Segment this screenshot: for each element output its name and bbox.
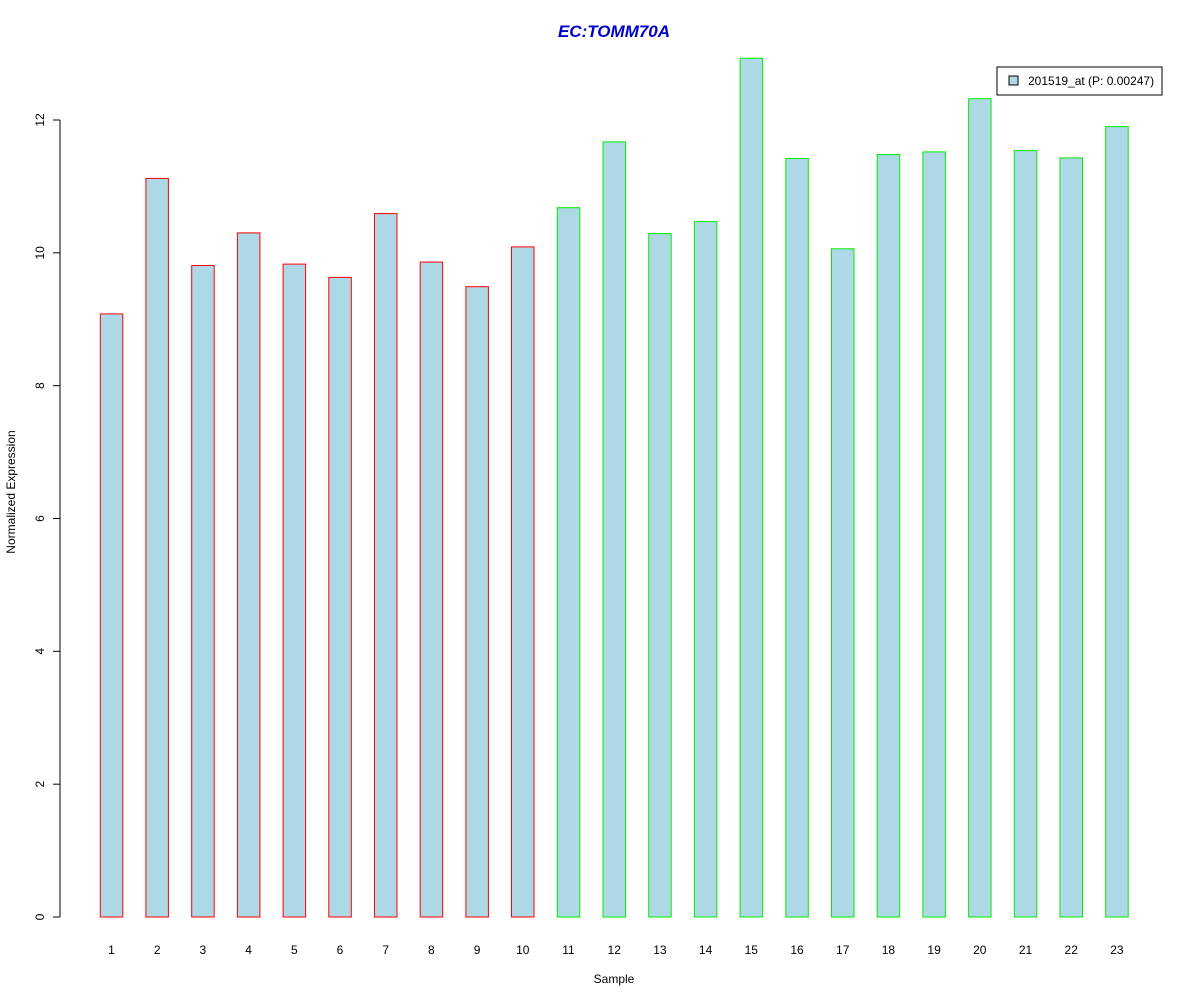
- x-tick-label: 13: [653, 943, 667, 957]
- bar-sample-14: [693, 221, 718, 918]
- bars-group: [99, 57, 1129, 918]
- bar-sample-23: [1105, 126, 1129, 918]
- x-tick-label: 3: [200, 943, 207, 957]
- bar-sample-6: [328, 276, 352, 918]
- y-tick-label: 4: [33, 648, 47, 655]
- y-tick-label: 10: [33, 246, 47, 260]
- x-tick-label: 18: [882, 943, 896, 957]
- bar-sample-4: [236, 232, 261, 918]
- bar-sample-16: [785, 158, 809, 918]
- bar-sample-1: [99, 313, 124, 918]
- x-tick-label: 15: [745, 943, 759, 957]
- x-tick-label: 20: [973, 943, 987, 957]
- bar-sample-15: [739, 57, 764, 918]
- x-tick-label: 17: [836, 943, 850, 957]
- bar-sample-8: [419, 261, 444, 918]
- y-tick-label: 6: [33, 515, 47, 522]
- x-tick-label: 7: [382, 943, 389, 957]
- x-tick-label: 16: [790, 943, 804, 957]
- bar-sample-2: [145, 177, 169, 918]
- x-tick-label: 11: [562, 943, 575, 957]
- x-tick-label: 5: [291, 943, 298, 957]
- legend-box: [996, 66, 1163, 96]
- bar-sample-17: [831, 248, 855, 918]
- legend-swatch: [1008, 75, 1019, 86]
- bar-sample-21: [1013, 150, 1038, 918]
- bar-sample-13: [648, 233, 672, 918]
- bar-sample-18: [876, 154, 901, 918]
- chart-title: EC:TOMM70A: [558, 22, 670, 41]
- x-tick-label: 23: [1110, 943, 1124, 957]
- bar-sample-7: [374, 213, 398, 918]
- x-tick-label: 8: [428, 943, 435, 957]
- bar-sample-12: [602, 141, 626, 918]
- x-tick-label: 19: [927, 943, 941, 957]
- bar-sample-22: [1059, 157, 1083, 918]
- legend-label: 201519_at (P: 0.00247): [1028, 74, 1154, 88]
- bar-sample-20: [968, 98, 992, 918]
- x-tick-label: 4: [245, 943, 252, 957]
- bar-sample-9: [465, 286, 489, 918]
- x-tick-label: 9: [474, 943, 481, 957]
- x-tick-label: 10: [516, 943, 530, 957]
- bar-sample-19: [922, 151, 946, 918]
- x-axis-title: Sample: [594, 972, 635, 986]
- y-tick-label: 12: [33, 113, 47, 127]
- x-tick-label: 22: [1065, 943, 1079, 957]
- bar-sample-10: [511, 246, 535, 918]
- x-tick-label: 2: [154, 943, 161, 957]
- y-axis: 0 2 4 6 8 10 12: [33, 113, 61, 920]
- y-axis-title: Normalized Expression: [4, 430, 18, 553]
- x-tick-labels: 1 2 3 4 5 6 7 8 9 10 11 12 13 14 15 16 17 18 19 20 21 22 23: [108, 943, 1124, 957]
- x-tick-label: 6: [337, 943, 344, 957]
- y-tick-label: 0: [33, 913, 47, 920]
- x-tick-label: 21: [1019, 943, 1033, 957]
- x-tick-label: 1: [108, 943, 115, 957]
- y-tick-label: 2: [33, 781, 47, 788]
- bar-sample-5: [282, 263, 307, 918]
- bar-sample-3: [191, 265, 215, 918]
- bar-sample-11: [556, 207, 581, 918]
- x-tick-label: 12: [608, 943, 622, 957]
- x-tick-label: 14: [699, 943, 713, 957]
- y-tick-label: 8: [33, 382, 47, 389]
- legend: 201519_at (P: 0.00247): [996, 66, 1163, 96]
